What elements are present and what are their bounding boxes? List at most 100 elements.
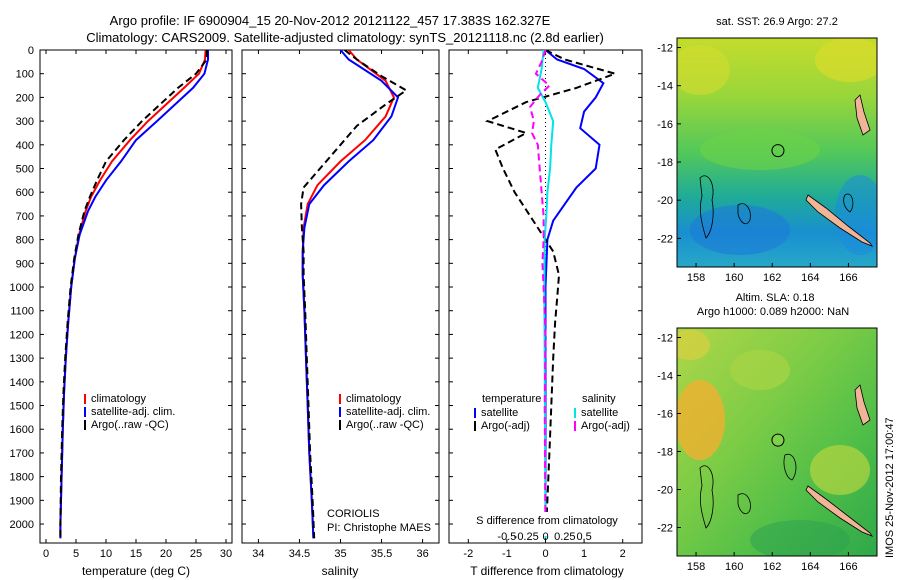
- x-tick-label: 20: [160, 548, 172, 560]
- y-tick-label: 300: [16, 116, 34, 128]
- y-tick-label: 1700: [10, 448, 34, 460]
- difference-legend: temperature salinitysatelliteArgo(-adj)sa…: [474, 393, 630, 432]
- sla-map: Altim. SLA: 0.18 Argo h1000: 0.089 h2000…: [657, 292, 878, 573]
- map-y-tick-label: -18: [657, 447, 673, 459]
- sst-map-title: sat. SST: 26.9 Argo: 27.2: [716, 16, 838, 28]
- map-y-tick-label: -22: [657, 523, 673, 535]
- x-tick-label: 5: [73, 548, 79, 560]
- top-x-tick-label: 0.5: [576, 531, 591, 543]
- y-tick-label: 600: [16, 187, 34, 199]
- temperature-profile-panel: 0100200300400500600700800900100011001200…: [10, 45, 233, 578]
- map-x-tick-label: 166: [839, 561, 857, 573]
- map-y-tick-label: -20: [657, 195, 673, 207]
- x-tick-label: 30: [220, 548, 232, 560]
- top-axis-label-backdrop: [463, 512, 633, 536]
- y-tick-label: 1300: [10, 353, 34, 365]
- sst-map-frame: [676, 37, 878, 268]
- x-tick-label: 2: [620, 548, 626, 560]
- sla-map-title-line-2: Argo h1000: 0.089 h2000: NaN: [697, 306, 849, 318]
- series-line: [300, 50, 409, 539]
- legend-label: Argo(..raw -QC): [346, 419, 424, 431]
- map-x-tick-label: 162: [763, 272, 781, 284]
- y-tick-label: 0: [28, 45, 34, 57]
- title-line-2: Climatology: CARS2009. Satellite-adjuste…: [86, 30, 604, 45]
- map-y-tick-label: -20: [657, 485, 673, 497]
- legend-label: satellite: [481, 407, 518, 419]
- y-tick-label: 1900: [10, 495, 34, 507]
- x-tick-label: 36: [416, 548, 428, 560]
- y-tick-label: 1800: [10, 472, 34, 484]
- map-y-tick-label: -14: [657, 81, 673, 93]
- title-line-1: Argo profile: IF 6900904_15 20-Nov-2012 …: [110, 13, 551, 28]
- series-line: [59, 50, 209, 539]
- x-tick-label: 0: [542, 548, 548, 560]
- argo-float-location-marker: [771, 144, 785, 158]
- map-y-tick-label: -16: [657, 119, 673, 131]
- legend-label: Argo(..raw -QC): [91, 419, 169, 431]
- legend-label: satellite-adj. clim.: [346, 406, 430, 418]
- reef-contour: [783, 453, 797, 481]
- t-difference-axis-label: T difference from climatology: [470, 564, 624, 578]
- new-caledonia-island: [805, 485, 874, 537]
- legend-title-salinity: salinity: [582, 393, 616, 405]
- warm-patch: [815, 38, 877, 82]
- y-tick-label: 1200: [10, 329, 34, 341]
- x-tick-label: -2: [463, 548, 473, 560]
- map-y-tick-label: -12: [657, 333, 673, 345]
- salinity-plot-frame: [241, 49, 440, 544]
- salinity-profile-panel: 34 34.5 35 35.5 36 salinity climatologysatel…: [241, 49, 440, 578]
- y-tick-label: 200: [16, 92, 34, 104]
- legend-label: satellite: [581, 407, 618, 419]
- y-tick-label: 700: [16, 211, 34, 223]
- vanuatu-island: [854, 384, 871, 426]
- top-x-tick-label: -0.5: [497, 531, 516, 543]
- chesterfield-reef-contour: [699, 465, 714, 529]
- map-y-tick-label: -22: [657, 233, 673, 245]
- loyalty-islands-contour: [843, 193, 854, 213]
- sst-map: sat. SST: 26.9 Argo: 27.2 158 160 162 164 16…: [657, 16, 878, 284]
- map-x-tick-label: 162: [763, 561, 781, 573]
- sla-patch: [810, 445, 870, 495]
- map-x-tick-label: 164: [801, 272, 819, 284]
- reef-contour: [737, 203, 751, 225]
- series-line: [544, 50, 605, 539]
- x-tick-label: 35: [334, 548, 346, 560]
- salinity-x-axis-label: salinity: [322, 564, 359, 578]
- x-tick-label: 1: [581, 548, 587, 560]
- legend-label: Argo(-adj): [581, 420, 630, 432]
- x-tick-label: 25: [190, 548, 202, 560]
- legend-title-temperature: temperature: [482, 393, 541, 405]
- top-x-tick-label: -0.25: [514, 531, 539, 543]
- series-line: [529, 50, 551, 539]
- map-y-tick-label: -18: [657, 157, 673, 169]
- sla-patch: [677, 330, 710, 360]
- low-sla-patch: [750, 520, 850, 556]
- vanuatu-island: [854, 94, 871, 136]
- x-tick-label: -1: [502, 548, 512, 560]
- map-x-tick-label: 158: [687, 561, 705, 573]
- top-x-tick-label: 0: [542, 531, 548, 543]
- reef-contour: [737, 493, 751, 515]
- legend-label: climatology: [91, 393, 147, 405]
- cool-patch: [690, 205, 790, 255]
- map-y-tick-label: -16: [657, 409, 673, 421]
- pi-annotation: PI: Christophe MAES: [327, 522, 431, 534]
- sla-map-frame: [676, 327, 878, 557]
- map-y-tick-label: -12: [657, 43, 673, 55]
- chesterfield-reef-contour: [699, 175, 714, 239]
- y-tick-label: 500: [16, 164, 34, 176]
- y-tick-label: 1500: [10, 401, 34, 413]
- map-x-tick-label: 160: [725, 272, 743, 284]
- series-line: [59, 50, 208, 539]
- sla-map-title-line-1: Altim. SLA: 0.18: [736, 292, 815, 304]
- x-tick-label: 15: [130, 548, 142, 560]
- temperature-plot-frame: [39, 49, 233, 544]
- difference-panel: -2 -1 0 1 2 S difference from climatology -0…: [448, 49, 643, 578]
- high-sla-patch: [677, 380, 725, 460]
- y-tick-label: 900: [16, 258, 34, 270]
- x-tick-label: 0: [43, 548, 49, 560]
- y-tick-label: 1600: [10, 424, 34, 436]
- x-tick-label: 10: [100, 548, 112, 560]
